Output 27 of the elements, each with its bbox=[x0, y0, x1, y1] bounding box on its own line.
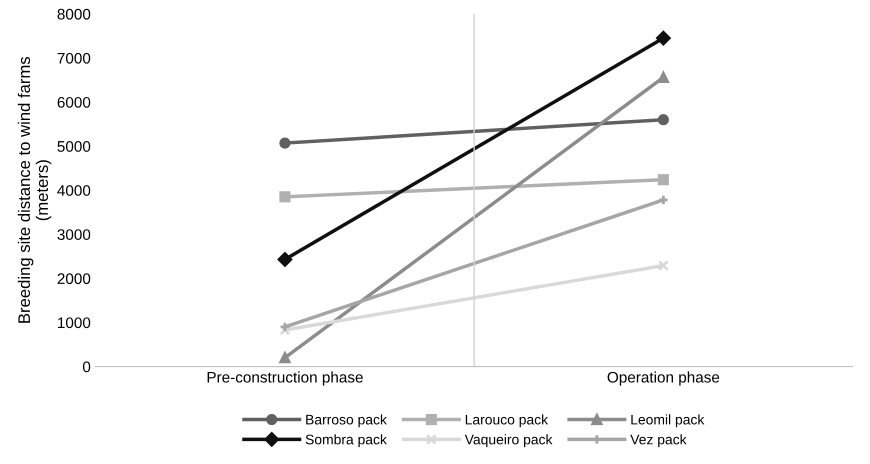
point bbox=[658, 114, 669, 126]
point bbox=[658, 260, 669, 272]
legend-label: Barroso pack bbox=[306, 414, 387, 428]
legend-label: Sombra pack bbox=[306, 434, 387, 448]
y-tick-label: 0 bbox=[82, 361, 90, 372]
y-axis-title: Breeding site distance to wind farms (meters) bbox=[18, 56, 52, 323]
x-tick-label: Pre-construction phase bbox=[208, 371, 363, 386]
legend-label: Larouco pack bbox=[466, 414, 548, 428]
y-tick-label: 4000 bbox=[57, 185, 90, 196]
point bbox=[278, 252, 292, 267]
legend-label: Vez pack bbox=[630, 434, 687, 448]
y-tick-label: 8000 bbox=[58, 8, 90, 20]
legend-label: Leomil pack bbox=[631, 414, 704, 428]
point bbox=[658, 72, 669, 83]
point bbox=[658, 174, 669, 186]
point bbox=[656, 30, 671, 46]
y-tick-label: 5000 bbox=[57, 141, 90, 152]
point bbox=[279, 191, 290, 202]
point bbox=[279, 138, 290, 149]
x-tick-label: Operation phase bbox=[608, 371, 720, 386]
y-tick-label: 3000 bbox=[57, 229, 90, 240]
y-tick-label: 1000 bbox=[58, 317, 90, 328]
legend-label: Vaqueiro pack bbox=[464, 434, 552, 448]
y-tick-label: 7000 bbox=[58, 52, 90, 64]
point bbox=[279, 352, 290, 364]
y-tick-label: 6000 bbox=[58, 96, 90, 108]
y-tick-label: 2000 bbox=[58, 273, 90, 284]
